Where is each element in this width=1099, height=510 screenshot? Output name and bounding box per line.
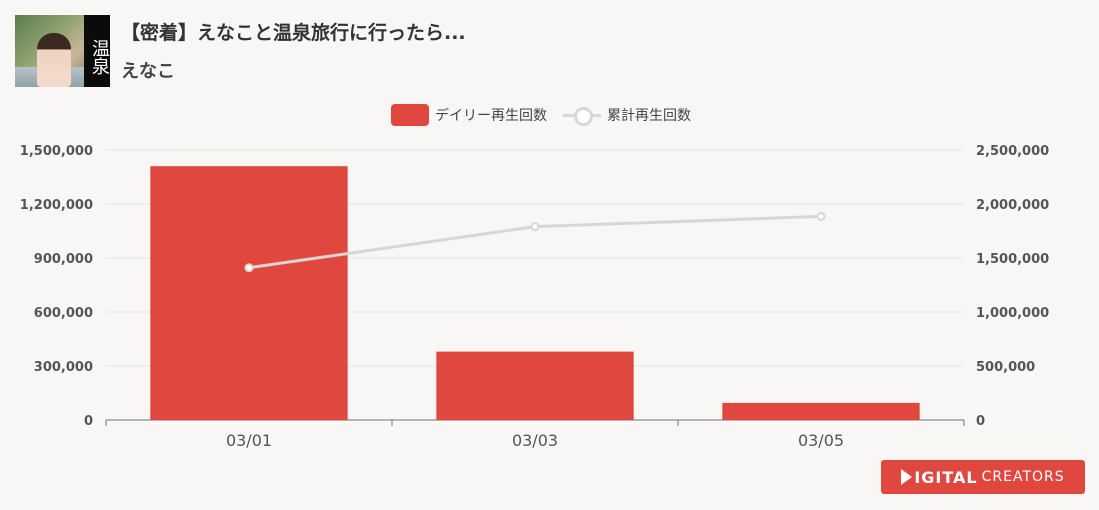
y-left-tick-label: 1,500,000	[20, 144, 93, 159]
y-right-tick-label: 2,500,000	[976, 144, 1049, 159]
digital-creators-logo[interactable]: IGITAL CREATORS	[881, 460, 1085, 494]
y-left-tick-label: 300,000	[34, 360, 93, 375]
y-right-tick-label: 500,000	[976, 360, 1035, 375]
bar-daily	[150, 166, 348, 420]
y-right-tick-label: 1,000,000	[976, 306, 1049, 321]
thumbnail-person	[37, 33, 71, 87]
channel-name: えなこ	[121, 61, 175, 82]
bar-daily	[722, 402, 920, 420]
legend-bar-swatch	[391, 104, 429, 126]
legend-item-cumulative[interactable]: 累計再生回数	[563, 104, 691, 126]
video-thumbnail[interactable]: 温泉	[15, 15, 110, 87]
play-icon	[901, 469, 913, 485]
video-title: 【密着】えなこと温泉旅行に行ったら...	[121, 22, 466, 44]
legend-line-swatch	[563, 104, 601, 126]
legend-item-daily[interactable]: デイリー再生回数	[391, 104, 547, 126]
y-left-tick-label: 900,000	[34, 252, 93, 267]
y-left-tick-label: 0	[84, 414, 93, 429]
y-right-tick-label: 2,000,000	[976, 198, 1049, 213]
y-left-tick-label: 1,200,000	[20, 198, 93, 213]
y-right-tick-label: 0	[976, 414, 985, 429]
y-right-tick-label: 1,500,000	[976, 252, 1049, 267]
x-tick-label: 03/03	[512, 431, 558, 450]
legend-label-daily: デイリー再生回数	[435, 108, 547, 124]
x-tick-label: 03/05	[798, 431, 844, 450]
chart-legend: デイリー再生回数 累計再生回数	[391, 103, 707, 127]
bar-daily	[436, 351, 634, 420]
thumbnail-caption: 温泉	[84, 15, 110, 87]
legend-label-cumulative: 累計再生回数	[607, 108, 691, 124]
line-point	[244, 263, 254, 273]
logo-text-creators: CREATORS	[981, 469, 1065, 485]
line-point	[816, 211, 826, 221]
x-tick-label: 03/01	[226, 431, 272, 450]
line-point	[530, 222, 540, 232]
logo-text-digital: IGITAL	[914, 467, 978, 487]
y-left-tick-label: 600,000	[34, 306, 93, 321]
